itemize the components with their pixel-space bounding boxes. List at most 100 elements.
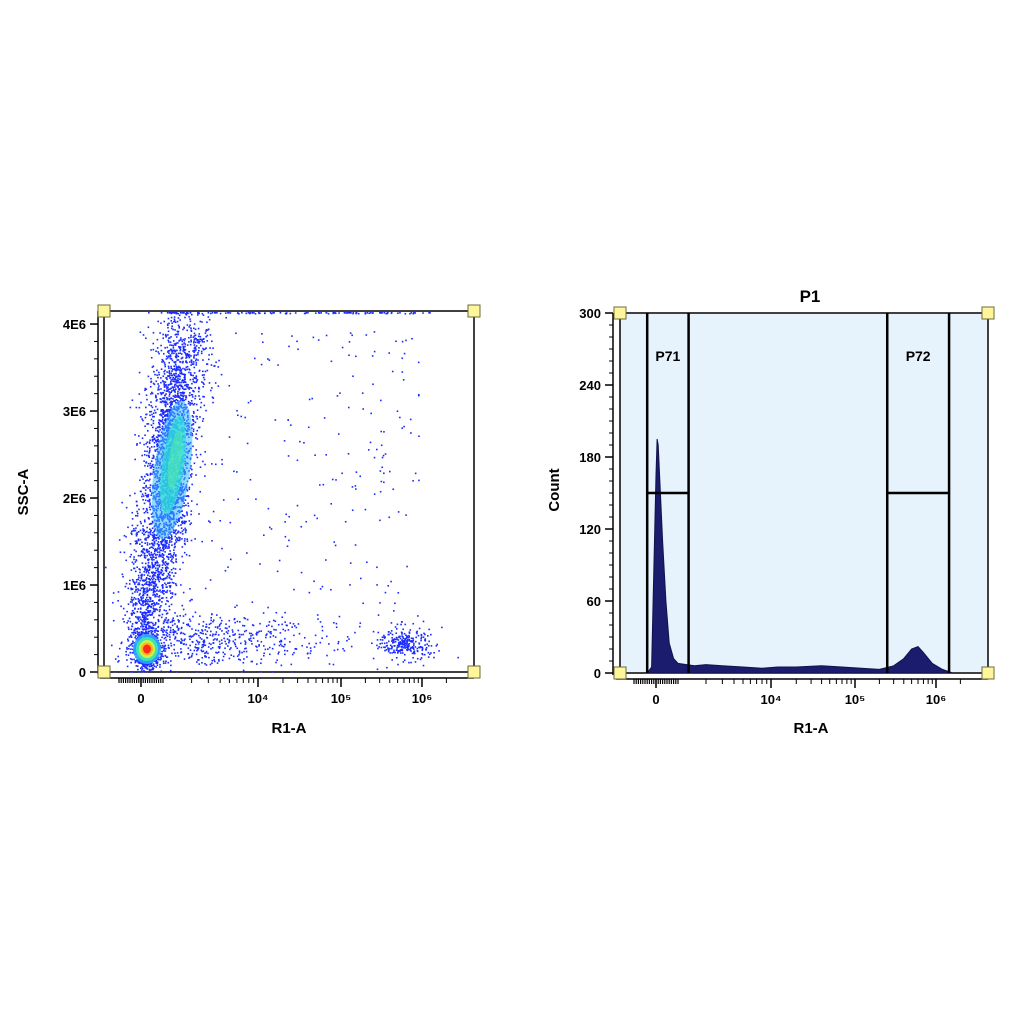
scatter-point [346, 639, 348, 642]
scatter-point [129, 543, 132, 545]
scatter-point [284, 629, 287, 632]
scatter-point [121, 501, 123, 504]
scatter-point [162, 550, 164, 552]
scatter-point [140, 401, 142, 404]
scatter-point [160, 401, 163, 404]
scatter-point [186, 353, 188, 355]
scatter-point [134, 433, 136, 436]
scatter-point [148, 506, 151, 509]
scatter-point [194, 611, 197, 614]
scatter-point [184, 368, 186, 370]
scatter-point [185, 313, 188, 316]
scatter-point [161, 556, 164, 558]
scatter-point [183, 540, 186, 542]
scatter-point [155, 569, 158, 572]
scatter-point [195, 646, 197, 649]
scatter-point [148, 450, 151, 453]
scatter-point [146, 430, 149, 432]
scatter-point [294, 625, 296, 627]
scatter-point [142, 530, 145, 533]
scatter-point [173, 365, 176, 367]
scatter-point [170, 349, 173, 352]
scatter-point [164, 381, 167, 383]
scatter-point [160, 420, 163, 423]
scatter-point [122, 575, 124, 578]
scatter-point [154, 548, 156, 551]
scatter-point [150, 349, 152, 351]
scatter-point [165, 631, 167, 634]
scatter-point [135, 615, 137, 618]
scatter-point [170, 379, 173, 381]
scatter-point [195, 653, 198, 656]
scatter-point [200, 435, 203, 438]
scatter-point [183, 502, 185, 504]
scatter-point [197, 629, 200, 632]
scatter-point [131, 612, 134, 615]
scatter-point [146, 590, 149, 592]
scatter-point [146, 622, 149, 625]
scatter-point [184, 543, 186, 546]
scatter-point [200, 649, 203, 652]
scatter-point [193, 327, 195, 330]
scatter-point [188, 488, 191, 491]
scatter-point [202, 460, 204, 463]
scatter-point [169, 585, 172, 587]
scatter-point [336, 648, 339, 651]
scatter-point [166, 357, 169, 359]
scatter-point [142, 478, 144, 480]
scatter-point [170, 402, 173, 405]
scatter-point [183, 388, 185, 391]
scatter-point [158, 555, 160, 558]
scatter-point [275, 661, 277, 664]
scatter-point [138, 599, 141, 602]
scatter-point [149, 486, 151, 489]
scatter-point [181, 399, 184, 402]
scatter-point [188, 368, 191, 371]
scatter-point [140, 522, 142, 525]
scatter-point [278, 640, 281, 643]
scatter-point [198, 333, 201, 335]
scatter-point [310, 650, 312, 652]
scatter-point [163, 373, 166, 375]
scatter-point [174, 655, 177, 657]
scatter-point [159, 401, 162, 403]
scatter-point [130, 634, 132, 637]
scatter-point [151, 426, 154, 429]
scatter-point [256, 646, 258, 648]
scatter-point [148, 621, 151, 624]
scatter-point [258, 644, 260, 646]
scatter-point [153, 437, 156, 440]
scatter-point [157, 440, 159, 442]
scatter-point [170, 401, 173, 403]
scatter-point [457, 656, 459, 659]
scatter-point [168, 547, 171, 549]
scatter-point [174, 554, 177, 556]
scatter-point [208, 623, 211, 626]
scatter-point [171, 368, 174, 371]
scatter-point [162, 381, 165, 383]
scatter-point [112, 601, 114, 604]
scatter-point [241, 651, 243, 654]
scatter-point [156, 575, 159, 578]
scatter-point [149, 582, 151, 584]
scatter-point [165, 541, 168, 543]
scatter-point [136, 665, 139, 667]
scatter-point [167, 317, 170, 320]
scatter-point [151, 439, 154, 441]
scatter-point [131, 578, 134, 581]
scatter-point [168, 395, 171, 397]
scatter-point [142, 508, 145, 510]
scatter-point [295, 626, 298, 629]
scatter-point [248, 638, 250, 640]
scatter-point [141, 612, 144, 614]
scatter-point [194, 397, 196, 400]
scatter-point [202, 385, 205, 388]
scatter-point [196, 338, 198, 341]
scatter-point [173, 575, 175, 577]
scatter-point [193, 412, 195, 414]
scatter-point [138, 568, 141, 570]
scatter-point [273, 643, 276, 646]
scatter-point [189, 402, 191, 404]
scatter-point [168, 350, 171, 352]
scatter-point [139, 538, 142, 541]
